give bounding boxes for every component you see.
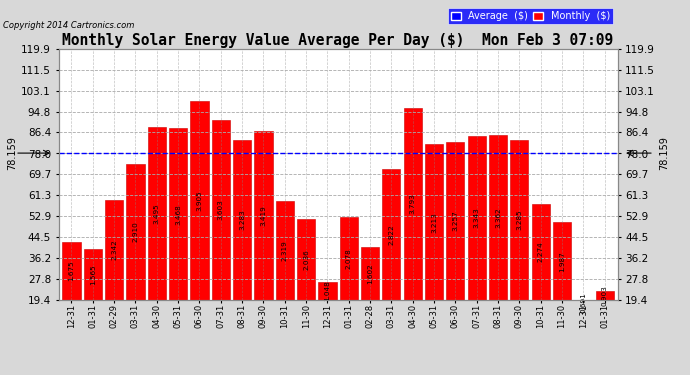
Title: Monthly Solar Energy Value Average Per Day ($)  Mon Feb 3 07:09: Monthly Solar Energy Value Average Per D…: [63, 33, 613, 48]
Text: 2.342: 2.342: [111, 240, 117, 260]
Text: 2.822: 2.822: [388, 224, 395, 245]
Text: 2.036: 2.036: [303, 249, 309, 270]
Bar: [425, 144, 443, 348]
Bar: [62, 242, 81, 348]
Text: 1.675: 1.675: [68, 261, 75, 282]
Legend: Average  ($), Monthly  ($): Average ($), Monthly ($): [448, 8, 613, 24]
Text: 3.343: 3.343: [474, 208, 480, 228]
Bar: [339, 216, 358, 348]
Text: 3.905: 3.905: [197, 190, 202, 211]
Text: 1.048: 1.048: [324, 280, 331, 302]
Text: 2.078: 2.078: [346, 248, 352, 268]
Text: 3.468: 3.468: [175, 204, 181, 225]
Bar: [361, 247, 380, 348]
Bar: [404, 108, 422, 348]
Bar: [382, 169, 400, 348]
Bar: [212, 120, 230, 348]
Text: 2.319: 2.319: [282, 240, 288, 261]
Bar: [574, 304, 593, 348]
Text: 3.257: 3.257: [453, 210, 458, 231]
Text: 78.159: 78.159: [7, 136, 17, 170]
Text: 3.283: 3.283: [239, 210, 245, 230]
Bar: [553, 222, 571, 348]
Bar: [532, 204, 550, 348]
Bar: [595, 291, 614, 348]
Text: 3.419: 3.419: [260, 206, 266, 226]
Text: 3.362: 3.362: [495, 207, 501, 228]
Bar: [190, 100, 208, 348]
Bar: [297, 219, 315, 348]
Text: 1.565: 1.565: [90, 264, 96, 285]
Text: 3.793: 3.793: [410, 194, 416, 214]
Bar: [233, 140, 251, 348]
Bar: [446, 142, 464, 348]
Bar: [468, 136, 486, 348]
Text: 3.495: 3.495: [154, 203, 160, 223]
Text: 3.285: 3.285: [516, 210, 522, 230]
Text: 0.903: 0.903: [602, 285, 608, 306]
Text: 3.213: 3.213: [431, 212, 437, 232]
Bar: [126, 164, 144, 348]
Text: 2.274: 2.274: [538, 242, 544, 262]
Text: 0.691: 0.691: [580, 292, 586, 313]
Text: 1.987: 1.987: [559, 251, 565, 272]
Bar: [169, 128, 187, 348]
Bar: [255, 131, 273, 348]
Bar: [318, 282, 337, 348]
Text: 78.159: 78.159: [660, 136, 669, 170]
Text: 2.910: 2.910: [132, 222, 139, 242]
Bar: [105, 200, 124, 348]
Bar: [148, 127, 166, 348]
Bar: [276, 201, 294, 348]
Bar: [511, 140, 529, 348]
Bar: [489, 135, 507, 348]
Text: 1.602: 1.602: [367, 263, 373, 284]
Bar: [83, 249, 102, 348]
Text: 3.603: 3.603: [218, 200, 224, 220]
Text: Copyright 2014 Cartronics.com: Copyright 2014 Cartronics.com: [3, 21, 135, 30]
